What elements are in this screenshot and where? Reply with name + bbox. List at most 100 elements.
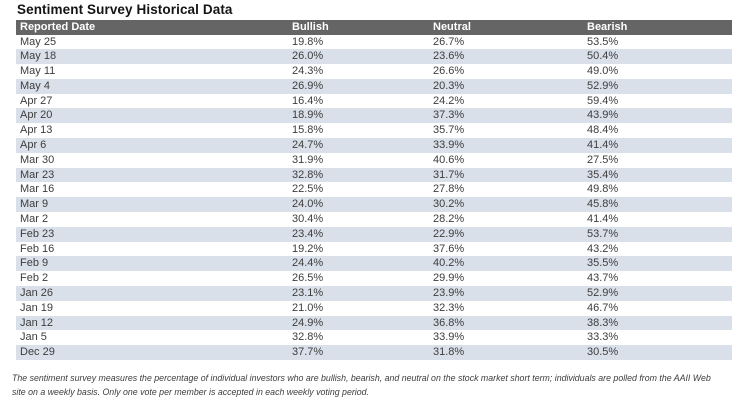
column-header-bearish: Bearish <box>587 21 628 33</box>
table-row: Mar 16 22.5% 27.8% 49.8% <box>16 182 732 198</box>
table-row: Jan 19 21.0% 32.3% 46.7% <box>16 300 732 316</box>
column-header-reported-date: Reported Date <box>20 21 96 33</box>
cell-bearish: 49.8% <box>587 183 619 196</box>
cell-bearish: 52.9% <box>587 287 619 300</box>
table-row: Mar 2 30.4% 28.2% 41.4% <box>16 212 732 227</box>
cell-bearish: 48.4% <box>587 124 619 137</box>
cell-neutral: 37.6% <box>433 242 465 255</box>
cell-bearish: 46.7% <box>587 301 619 314</box>
cell-bullish: 21.0% <box>292 301 324 314</box>
table-row: May 4 26.9% 20.3% 52.9% <box>16 78 732 94</box>
cell-neutral: 22.9% <box>433 227 465 240</box>
cell-bullish: 24.3% <box>292 65 324 78</box>
cell-neutral: 30.2% <box>433 198 465 211</box>
cell-reported-date: Jan 26 <box>20 287 54 300</box>
table-row: Jan 5 32.8% 33.9% 33.3% <box>16 330 732 346</box>
cell-reported-date: Mar 9 <box>20 198 49 211</box>
cell-reported-date: May 25 <box>20 35 57 48</box>
cell-neutral: 20.3% <box>433 79 465 92</box>
cell-bullish: 30.4% <box>292 213 324 226</box>
cell-bearish: 53.5% <box>587 35 619 48</box>
cell-bearish: 30.5% <box>587 346 619 359</box>
cell-bearish: 49.0% <box>587 65 619 78</box>
cell-reported-date: Feb 23 <box>20 227 55 240</box>
cell-bullish: 16.4% <box>292 94 324 107</box>
page-title: Sentiment Survey Historical Data <box>17 2 233 17</box>
cell-reported-date: Jan 5 <box>20 331 47 344</box>
table-footnote: The sentiment survey measures the percen… <box>12 373 711 397</box>
cell-neutral: 23.6% <box>433 50 465 63</box>
cell-neutral: 23.9% <box>433 287 465 300</box>
cell-reported-date: Mar 23 <box>20 168 55 181</box>
table-body: May 25 19.8% 26.7% 53.5% May 18 26.0% 23.6% 50.… <box>16 34 732 361</box>
cell-bullish: 37.7% <box>292 346 324 359</box>
table-row: Apr 6 24.7% 33.9% 41.4% <box>16 138 732 153</box>
cell-bullish: 26.9% <box>292 79 324 92</box>
cell-neutral: 31.8% <box>433 346 465 359</box>
table-row: Feb 2 26.5% 29.9% 43.7% <box>16 271 732 287</box>
cell-bearish: 41.4% <box>587 139 619 152</box>
cell-bullish: 19.2% <box>292 242 324 255</box>
table-row: Jan 26 23.1% 23.9% 52.9% <box>16 286 732 301</box>
table-row: Mar 9 24.0% 30.2% 45.8% <box>16 197 732 213</box>
cell-bullish: 24.7% <box>292 139 324 152</box>
cell-bearish: 41.4% <box>587 213 619 226</box>
cell-reported-date: May 4 <box>20 79 50 92</box>
cell-bearish: 33.3% <box>587 331 619 344</box>
table-row: Mar 30 31.9% 40.6% 27.5% <box>16 152 732 168</box>
cell-reported-date: Feb 9 <box>20 257 49 270</box>
cell-neutral: 37.3% <box>433 109 465 122</box>
cell-bearish: 52.9% <box>587 79 619 92</box>
column-header-bullish: Bullish <box>292 21 329 33</box>
cell-neutral: 26.7% <box>433 35 465 48</box>
cell-bullish: 32.8% <box>292 168 324 181</box>
cell-bearish: 35.5% <box>587 257 619 270</box>
table-row: Dec 29 37.7% 31.8% 30.5% <box>16 345 732 361</box>
cell-neutral: 33.9% <box>433 331 465 344</box>
cell-bearish: 50.4% <box>587 50 619 63</box>
cell-bearish: 43.7% <box>587 272 619 285</box>
cell-reported-date: Mar 30 <box>20 153 55 166</box>
cell-bearish: 27.5% <box>587 153 619 166</box>
cell-reported-date: Mar 2 <box>20 213 49 226</box>
cell-bullish: 15.8% <box>292 124 324 137</box>
cell-neutral: 33.9% <box>433 139 465 152</box>
cell-neutral: 24.2% <box>433 94 465 107</box>
table-row: Feb 9 24.4% 40.2% 35.5% <box>16 256 732 272</box>
cell-bullish: 24.9% <box>292 316 324 329</box>
cell-bullish: 26.0% <box>292 50 324 63</box>
cell-bullish: 23.1% <box>292 287 324 300</box>
cell-bearish: 45.8% <box>587 198 619 211</box>
column-header-neutral: Neutral <box>433 21 471 33</box>
cell-bullish: 31.9% <box>292 153 324 166</box>
table-row: Apr 20 18.9% 37.3% 43.9% <box>16 108 732 124</box>
table-row: Feb 16 19.2% 37.6% 43.2% <box>16 241 732 257</box>
table-row: May 18 26.0% 23.6% 50.4% <box>16 49 732 65</box>
cell-neutral: 31.7% <box>433 168 465 181</box>
cell-bearish: 35.4% <box>587 168 619 181</box>
cell-neutral: 36.8% <box>433 316 465 329</box>
cell-bullish: 19.8% <box>292 35 324 48</box>
cell-reported-date: Jan 19 <box>20 301 54 314</box>
cell-reported-date: May 18 <box>20 50 57 63</box>
cell-bearish: 53.7% <box>587 227 619 240</box>
table-row: Jan 12 24.9% 36.8% 38.3% <box>16 315 732 331</box>
cell-bearish: 59.4% <box>587 94 619 107</box>
cell-neutral: 26.6% <box>433 65 465 78</box>
table-row: Mar 23 32.8% 31.7% 35.4% <box>16 167 732 183</box>
cell-reported-date: Dec 29 <box>20 346 55 359</box>
cell-bearish: 43.2% <box>587 242 619 255</box>
cell-neutral: 28.2% <box>433 213 465 226</box>
cell-bullish: 22.5% <box>292 183 324 196</box>
cell-bullish: 24.0% <box>292 198 324 211</box>
cell-reported-date: Apr 27 <box>20 94 53 107</box>
cell-neutral: 40.2% <box>433 257 465 270</box>
cell-neutral: 40.6% <box>433 153 465 166</box>
cell-neutral: 27.8% <box>433 183 465 196</box>
cell-bearish: 43.9% <box>587 109 619 122</box>
cell-reported-date: Feb 16 <box>20 242 55 255</box>
sentiment-table: Reported Date Bullish Neutral Bearish Ma… <box>16 20 732 361</box>
cell-bullish: 26.5% <box>292 272 324 285</box>
table-row: Apr 13 15.8% 35.7% 48.4% <box>16 123 732 139</box>
cell-bullish: 23.4% <box>292 227 324 240</box>
